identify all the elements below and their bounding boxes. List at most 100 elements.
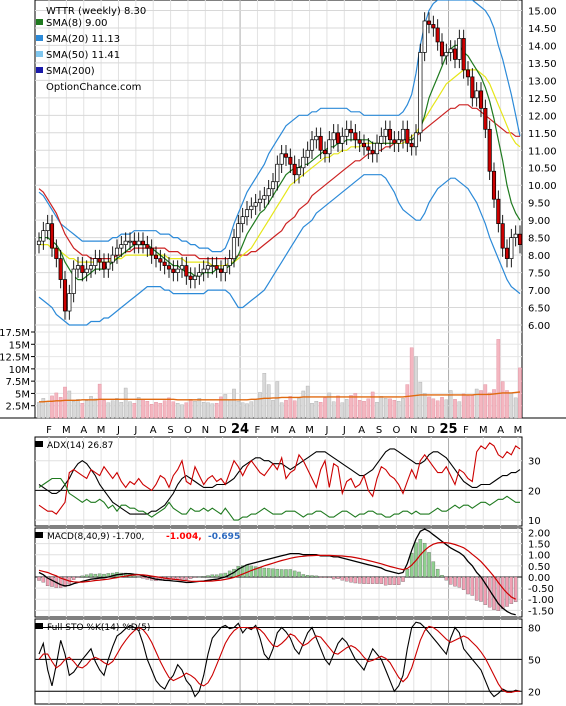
macd-histogram-bar [102,573,106,578]
candle-body [500,223,505,249]
volume-bar [409,347,414,419]
volume-bar [58,397,63,419]
candle-body [418,52,423,134]
macd-histogram-bar [323,576,327,578]
candle-body [205,265,211,270]
volume-bar [128,401,132,419]
candle-body [54,247,59,259]
volume-bar [67,390,72,419]
macd-histogram-bar [284,569,288,578]
candle-body [318,135,323,151]
macd-histogram-bar [245,564,249,578]
candle-body [448,48,453,53]
candle-body [400,128,406,141]
price-tick-label: 11.00 [528,146,557,157]
volume-bar [201,402,206,419]
volume-bar [427,396,431,419]
candle-body [357,139,362,144]
legend-swatch-sma50 [36,51,43,57]
candle-body [288,156,293,165]
price-tick-label: 9.50 [528,199,550,210]
macd-histogram-bar [383,576,388,586]
x-tick-label: M [514,425,523,436]
macd-histogram-bar [305,575,310,578]
macd-histogram-bar [474,576,479,601]
macd-histogram-bar [271,568,275,578]
volume-bar [340,402,345,419]
candle-body [422,20,427,53]
adx-series-di [38,442,521,515]
price-tick-label: 15.00 [528,6,557,17]
macd-histogram-bar [84,574,89,578]
macd-histogram-bar [466,576,470,595]
panel-frame-sto [34,618,523,705]
price-tick-label: 14.50 [528,24,557,35]
x-tick-label: M [62,425,71,436]
volume-bar [97,383,102,419]
candle-body [127,240,133,243]
candle-body [309,139,315,151]
volume-bar [119,402,124,419]
macd-histogram-bar [262,567,267,578]
macd-histogram-bar [427,552,431,578]
candle-body [383,128,388,137]
macd-histogram-bar [435,568,440,578]
x-tick-label: S [376,425,382,436]
candle-body [218,268,224,273]
legend-swatch-sma200 [36,67,43,73]
macd-histogram-bar [500,576,505,610]
price-tick-label: 6.00 [528,321,550,332]
legend-sma50: SMA(50) 11.41 [46,50,120,61]
volume-bar [275,381,280,419]
volume-bar [357,400,362,419]
volume-bar [167,397,171,419]
x-tick-label: J [116,425,120,436]
macd-histogram-bar [401,576,405,582]
macd-histogram-bar [509,576,514,604]
macd-line [38,528,516,616]
candle-body [396,139,401,144]
macd-histogram-bar [214,574,219,578]
candle-body [132,240,137,245]
candle-body [331,132,336,141]
legend-sma8: SMA(8) 9.00 [46,18,107,29]
x-tick-label: O [392,425,400,436]
candle-body [158,258,163,263]
x-tick-label: A [80,425,87,436]
volume-bar [223,394,228,419]
candle-body [370,149,375,155]
volume-bar [249,401,254,419]
volume-bar [297,398,301,419]
panel-frame-macd [34,527,523,618]
macd-histogram-bar [370,576,375,584]
price-tick-label: 8.50 [528,234,550,245]
volume-bar [444,399,449,419]
candle-body [75,265,81,270]
candle-body [431,24,436,29]
candle-body [296,167,302,176]
volume-bar [162,400,167,419]
macd-histogram-bar [353,576,358,584]
candle-body [166,265,172,270]
candle-body [517,233,523,245]
adx-title: ADX(14) 26.87 [47,441,113,451]
candle-body [253,202,258,207]
legend-sma200: SMA(200) [46,66,95,77]
candle-body [201,268,206,273]
volume-bar [500,381,505,419]
macd-histogram-bar [440,575,444,578]
legend-swatch-sma20 [36,35,43,41]
macd-histogram-bar [89,573,93,578]
volume-bar [171,401,176,419]
macd-histogram-bar [357,576,362,584]
candle-body [231,237,237,259]
candle-body [504,247,510,259]
macd-histogram-bar [366,576,371,584]
volume-bar [154,402,158,419]
macd-histogram-bar [422,542,427,578]
x-tick-label: J [133,425,137,436]
candle-body [439,41,445,57]
candle-body [162,261,167,266]
candle-body [257,198,263,204]
